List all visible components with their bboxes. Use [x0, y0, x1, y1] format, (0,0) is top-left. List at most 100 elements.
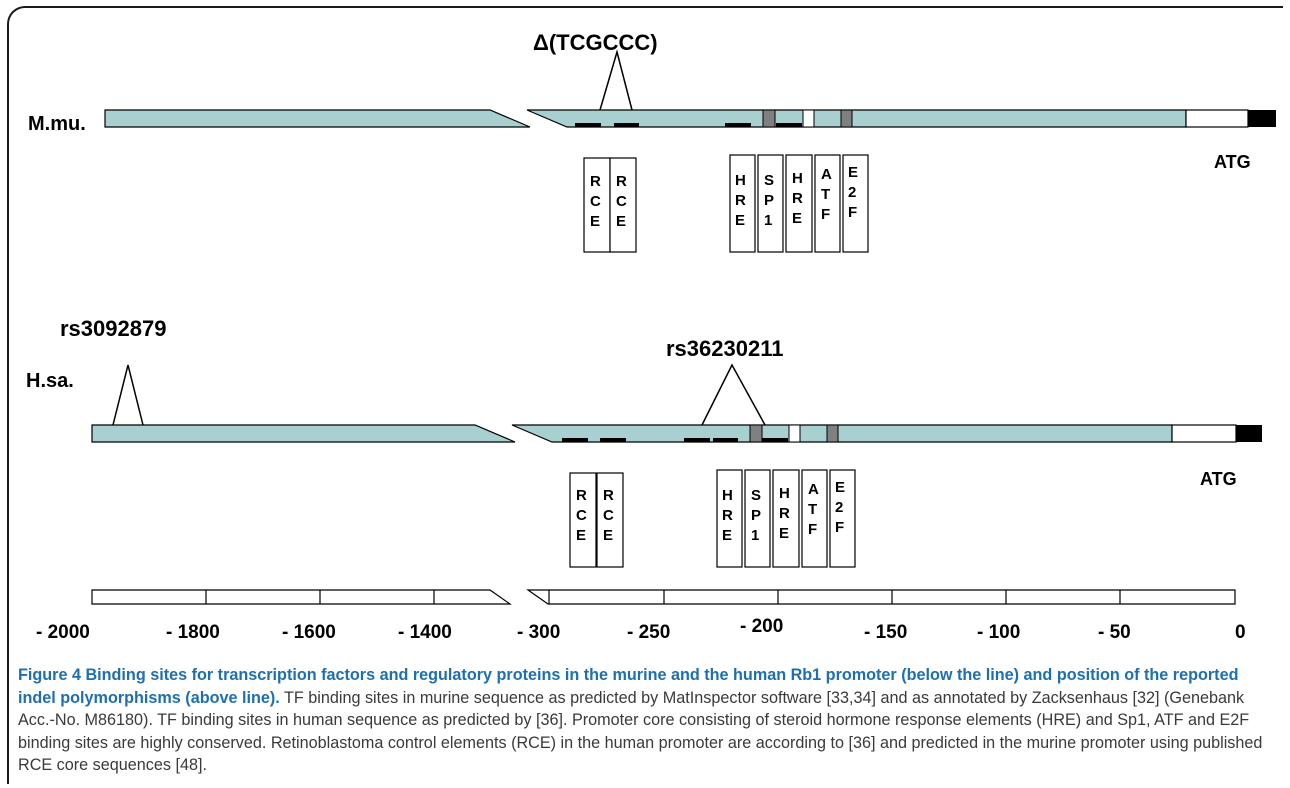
scale-label: - 200 [740, 616, 783, 637]
human-box-sp1 [744, 469, 771, 568]
figure-frame [7, 6, 1283, 784]
human-atg-label: ATG [1200, 469, 1237, 489]
box-letter: T [808, 501, 817, 518]
scale-label: - 150 [864, 622, 907, 643]
box-letter: H [779, 485, 790, 502]
box-letter: 2 [835, 499, 843, 516]
mouse-element-white [802, 109, 815, 128]
box-letter: F [835, 519, 844, 536]
figure-caption-body: TF binding sites in murine sequence as p… [18, 688, 1263, 775]
box-letter: 1 [751, 527, 759, 544]
snp-right-marker [701, 363, 766, 426]
human-box-rce-1 [569, 472, 597, 568]
box-letter: 2 [848, 184, 856, 201]
box-letter: E [735, 212, 745, 229]
box-letter: T [821, 186, 830, 203]
scale-label: - 2000 [36, 622, 90, 643]
human-element-gray [826, 424, 839, 443]
human-binding-boxes: R C E R C E H R E S P 1 H R E A T F E 2 … [569, 469, 856, 568]
mouse-label: M.mu. [28, 113, 86, 135]
box-letter: S [751, 487, 761, 504]
scale-label: - 1400 [398, 622, 452, 643]
box-letter: E [779, 525, 789, 542]
box-letter: R [722, 507, 733, 524]
box-letter: E [848, 164, 858, 181]
human-box-hre-2 [772, 469, 800, 568]
human-box-atf [801, 469, 828, 568]
box-letter: E [590, 213, 600, 230]
box-letter: C [576, 507, 587, 524]
mouse-promoter-bar-left [104, 109, 531, 128]
box-letter: R [576, 487, 587, 504]
mouse-atg-label: ATG [1214, 152, 1251, 172]
box-letter: P [751, 507, 761, 524]
human-element-white [788, 424, 801, 443]
box-letter: S [764, 172, 774, 189]
box-letter: R [735, 192, 746, 209]
mouse-element-gray [840, 109, 853, 128]
scale-label: - 50 [1098, 622, 1131, 643]
mouse-box-rce-1 [583, 157, 611, 253]
mouse-promoter: Δ(TCGCCC) M.mu. ATG [28, 30, 1276, 172]
snp-left-label: rs3092879 [60, 316, 166, 341]
box-letter: A [808, 481, 819, 498]
deletion-label: Δ(TCGCCC) [533, 30, 658, 55]
mouse-box-atf [814, 154, 841, 253]
human-element-gray [749, 424, 763, 443]
position-scale: - 2000 - 1800 - 1600 - 1400 - 300 - 250 … [36, 589, 1246, 643]
box-letter: F [848, 204, 857, 221]
box-letter: E [603, 527, 613, 544]
promoter-diagram: Δ(TCGCCC) M.mu. ATG R C E R C E H R E [26, 30, 1276, 643]
scale-label: - 250 [627, 622, 670, 643]
scale-label: - 300 [517, 622, 560, 643]
figure-title: Binding sites for transcription factors … [18, 666, 1239, 707]
box-letter: F [821, 206, 830, 223]
scale-label: 0 [1235, 622, 1246, 643]
box-letter: 1 [764, 212, 772, 229]
box-letter: R [779, 505, 790, 522]
deletion-marker [599, 49, 633, 111]
mouse-box-sp1 [757, 154, 784, 253]
human-box-hre-1 [716, 469, 743, 568]
mouse-box-rce-2 [609, 157, 637, 253]
scale-label: - 1800 [166, 622, 220, 643]
mouse-utr-segment [1185, 109, 1249, 128]
box-letter: C [616, 193, 627, 210]
box-letter: H [792, 170, 803, 187]
box-letter: E [722, 527, 732, 544]
box-letter: E [835, 479, 845, 496]
box-letter: C [603, 507, 614, 524]
box-letter: P [764, 192, 774, 209]
mouse-element-gray [762, 109, 776, 128]
figure-number: Figure 4 [18, 666, 81, 684]
box-letter: A [821, 166, 832, 183]
human-utr-segment [1171, 424, 1237, 443]
box-letter: E [616, 213, 626, 230]
box-letter: H [722, 487, 733, 504]
box-letter: R [590, 173, 601, 190]
human-box-e2f [829, 469, 856, 568]
human-atg-block [1236, 425, 1262, 442]
human-promoter-bar-left [91, 424, 516, 443]
box-letter: F [808, 521, 817, 538]
box-letter: E [576, 527, 586, 544]
scale-bar-left [91, 589, 512, 605]
box-letter: E [792, 210, 802, 227]
box-letter: C [590, 193, 601, 210]
mouse-atg-block [1248, 110, 1276, 127]
snp-right-label: rs36230211 [666, 336, 783, 361]
human-label: H.sa. [26, 370, 74, 392]
box-letter: H [735, 172, 746, 189]
human-box-rce-2 [596, 472, 624, 568]
scale-bar-right [526, 589, 1236, 605]
box-letter: R [792, 190, 803, 207]
mouse-box-hre-2 [785, 154, 813, 253]
figure-caption: Figure 4 Binding sites for transcription… [18, 664, 1280, 777]
mouse-box-hre-1 [729, 154, 756, 253]
mouse-binding-boxes: R C E R C E H R E S P 1 H R E A T F E 2 … [583, 154, 869, 253]
scale-label: - 100 [977, 622, 1020, 643]
box-letter: R [616, 173, 627, 190]
scale-label: - 1600 [282, 622, 336, 643]
human-promoter: rs3092879 rs36230211 H.sa. ATG [26, 316, 1262, 489]
snp-left-marker [112, 364, 144, 426]
